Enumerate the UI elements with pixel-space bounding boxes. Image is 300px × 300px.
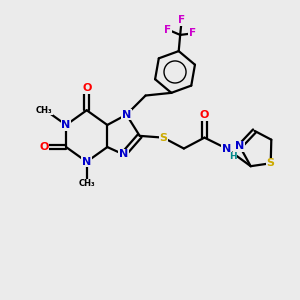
Text: N: N bbox=[61, 120, 71, 130]
Text: H: H bbox=[229, 152, 237, 161]
Text: N: N bbox=[119, 149, 128, 159]
Text: O: O bbox=[82, 83, 92, 93]
Text: N: N bbox=[122, 110, 131, 120]
Text: F: F bbox=[178, 15, 185, 25]
Text: O: O bbox=[39, 142, 49, 152]
Text: N: N bbox=[82, 157, 91, 167]
Text: CH₃: CH₃ bbox=[78, 179, 95, 188]
Text: CH₃: CH₃ bbox=[36, 106, 52, 115]
Text: O: O bbox=[200, 110, 209, 120]
Text: S: S bbox=[159, 133, 167, 142]
Text: N: N bbox=[235, 142, 244, 152]
Text: S: S bbox=[267, 158, 275, 168]
Text: N: N bbox=[222, 143, 231, 154]
Text: F: F bbox=[189, 28, 196, 38]
Text: F: F bbox=[164, 25, 171, 34]
